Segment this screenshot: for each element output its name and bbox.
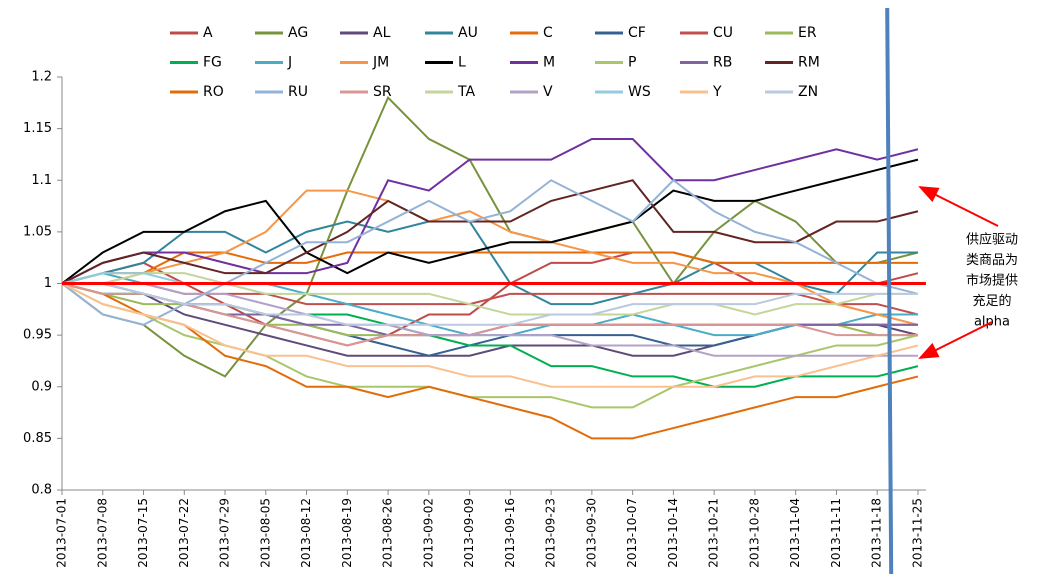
x-tick-label: 2013-09-23 bbox=[544, 498, 558, 568]
legend-label: ZN bbox=[798, 84, 818, 100]
x-tick-label: 2013-07-29 bbox=[218, 498, 232, 568]
x-tick-label: 2013-07-01 bbox=[55, 498, 69, 568]
legend-label: J bbox=[287, 55, 292, 71]
marker-line bbox=[885, 7, 894, 574]
x-tick-label: 2013-09-16 bbox=[503, 498, 517, 568]
series-line bbox=[61, 282, 918, 347]
x-tick-label: 2013-08-26 bbox=[381, 498, 395, 568]
y-tick-label: 1.05 bbox=[23, 224, 52, 239]
legend-label: AU bbox=[458, 25, 478, 41]
legend-label: V bbox=[543, 84, 553, 100]
legend-label: A bbox=[203, 25, 213, 41]
series-line bbox=[61, 251, 918, 285]
x-tick-label: 2013-07-08 bbox=[95, 498, 109, 568]
annotation-text: 充足的 bbox=[972, 293, 1011, 309]
legend-label: AG bbox=[288, 25, 308, 41]
x-tick-label: 2013-07-22 bbox=[177, 498, 191, 568]
y-tick-label: 0.8 bbox=[31, 483, 52, 498]
series-line bbox=[61, 179, 919, 285]
y-tick-label: 0.95 bbox=[23, 328, 52, 343]
legend-label: RB bbox=[713, 55, 732, 71]
series-line bbox=[62, 282, 918, 357]
y-tick-label: 1.1 bbox=[31, 173, 52, 188]
legend-label: TA bbox=[457, 84, 475, 100]
x-tick-label: 2013-11-18 bbox=[870, 498, 884, 568]
x-tick-label: 2013-10-14 bbox=[666, 498, 680, 568]
x-tick-label: 2013-08-19 bbox=[340, 498, 354, 568]
series-line bbox=[61, 282, 919, 388]
x-tick-label: 2013-10-07 bbox=[625, 498, 639, 568]
series-line bbox=[62, 272, 918, 316]
y-tick-label: 1.2 bbox=[31, 70, 52, 85]
series-line bbox=[61, 282, 919, 440]
x-tick-label: 2013-08-05 bbox=[258, 498, 272, 568]
annotation-arrow bbox=[918, 186, 999, 227]
x-tick-label: 2013-10-28 bbox=[747, 498, 761, 568]
annotation-text: 类商品为 bbox=[966, 253, 1018, 268]
y-tick-label: 1 bbox=[44, 276, 52, 291]
x-tick-label: 2013-11-04 bbox=[788, 498, 802, 568]
x-tick-label: 2013-09-30 bbox=[584, 498, 598, 568]
x-tick-label: 2013-10-21 bbox=[707, 498, 721, 568]
y-tick-label: 0.85 bbox=[23, 431, 52, 446]
legend-label: CF bbox=[628, 25, 646, 41]
x-tick-label: 2013-09-02 bbox=[421, 498, 435, 568]
legend-label: RM bbox=[798, 55, 820, 71]
legend-label: AL bbox=[373, 25, 391, 41]
y-tick-label: 1.15 bbox=[23, 121, 52, 136]
legend-label: Y bbox=[712, 84, 722, 100]
series-line bbox=[61, 158, 919, 285]
x-tick-label: 2013-07-15 bbox=[136, 498, 150, 568]
annotation-arrow bbox=[918, 321, 993, 359]
legend-label: RO bbox=[203, 84, 224, 100]
legend-label: P bbox=[628, 55, 636, 71]
annotation-text: 市场提供 bbox=[966, 273, 1018, 289]
series-line bbox=[61, 95, 919, 378]
legend-label: M bbox=[543, 55, 555, 71]
legend-label: WS bbox=[628, 84, 651, 100]
x-tick-label: 2013-08-12 bbox=[299, 498, 313, 568]
legend-label: ER bbox=[798, 25, 817, 41]
legend-label: FG bbox=[203, 55, 222, 71]
annotation-text: 供应驱动 bbox=[966, 232, 1018, 248]
y-tick-label: 0.9 bbox=[31, 379, 52, 394]
x-tick-label: 2013-11-25 bbox=[910, 498, 924, 568]
legend-label: C bbox=[543, 25, 553, 41]
legend-label: SR bbox=[373, 84, 392, 100]
legend-label: L bbox=[458, 55, 466, 71]
legend-label: JM bbox=[372, 55, 389, 71]
series-line bbox=[62, 282, 918, 326]
x-tick-label: 2013-11-11 bbox=[829, 498, 843, 568]
x-tick-label: 2013-09-09 bbox=[462, 498, 476, 568]
series-line bbox=[61, 137, 919, 285]
legend-label: RU bbox=[288, 84, 308, 100]
legend-label: CU bbox=[713, 25, 733, 41]
